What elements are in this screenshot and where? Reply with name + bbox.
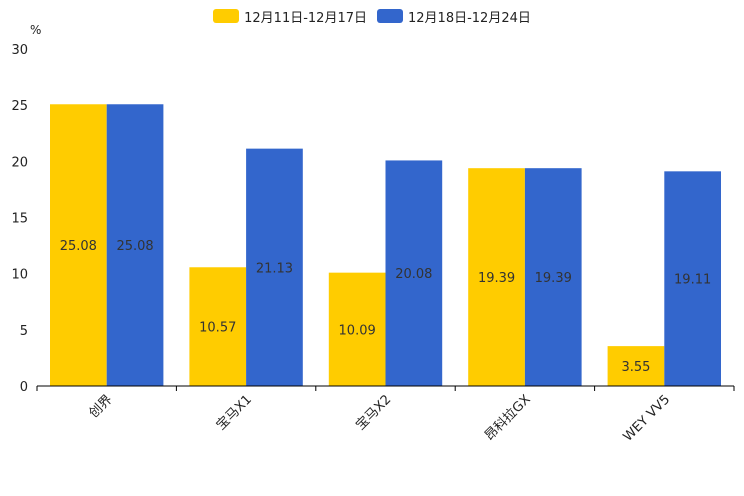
- y-tick-label: 20: [11, 155, 28, 170]
- x-tick-label: 宝马X2: [353, 392, 394, 433]
- bar-series-1[interactable]: [328, 272, 386, 386]
- bar-value-label: 21.13: [256, 261, 293, 276]
- bar-series-1[interactable]: [607, 346, 665, 386]
- legend-label-series-1: 12月11日-12月17日: [244, 10, 367, 26]
- bar-series-2[interactable]: [524, 168, 582, 386]
- x-tick-label: 宝马X1: [214, 392, 255, 433]
- x-tick-label: 创界: [87, 392, 116, 421]
- y-tick-label: 25: [11, 99, 28, 114]
- legend-item-series-2[interactable]: 12月18日-12月24日: [377, 7, 531, 26]
- y-axis: 0 5 10 15 20 25 30: [11, 43, 28, 395]
- x-tick-label: WEY VV5: [621, 392, 673, 444]
- legend-swatch-series-2: [377, 9, 403, 23]
- bar-value-label: 25.08: [60, 239, 97, 254]
- legend: 12月11日-12月17日 12月18日-12月24日: [0, 6, 744, 26]
- bar-value-label: 25.08: [116, 239, 153, 254]
- bar-value-label: 19.39: [478, 271, 515, 286]
- x-axis: 创界 宝马X1 宝马X2 昂科拉GX WEY VV5: [36, 385, 735, 445]
- y-tick-label: 0: [20, 380, 28, 395]
- bar-series-2[interactable]: [664, 171, 721, 386]
- bar-series-1[interactable]: [50, 104, 107, 386]
- bars-group: 25.08 25.08 10.57 21.13 10.09 20.08 19.39 19.39…: [50, 104, 721, 386]
- bar-series-2[interactable]: [246, 148, 303, 386]
- bar-value-label: 10.09: [339, 323, 376, 338]
- bar-value-label: 19.39: [535, 271, 572, 286]
- bar-value-label: 3.55: [621, 360, 650, 375]
- legend-swatch-series-1: [213, 9, 240, 23]
- bar-series-1[interactable]: [189, 267, 247, 386]
- y-tick-label: 30: [11, 43, 28, 58]
- y-tick-label: 15: [11, 212, 28, 227]
- bar-value-label: 19.11: [674, 273, 711, 288]
- bar-value-label: 20.08: [395, 267, 432, 282]
- bar-series-2[interactable]: [106, 104, 164, 386]
- bar-series-1[interactable]: [468, 168, 525, 386]
- bar-value-label: 10.57: [199, 321, 236, 336]
- y-tick-label: 5: [20, 324, 28, 339]
- legend-item-series-1[interactable]: 12月11日-12月17日: [213, 7, 367, 26]
- legend-label-series-2: 12月18日-12月24日: [408, 10, 531, 26]
- x-tick-label: 昂科拉GX: [482, 392, 534, 444]
- bar-series-2[interactable]: [385, 160, 443, 386]
- y-tick-label: 10: [11, 268, 28, 283]
- y-axis-unit-label: %: [30, 23, 41, 37]
